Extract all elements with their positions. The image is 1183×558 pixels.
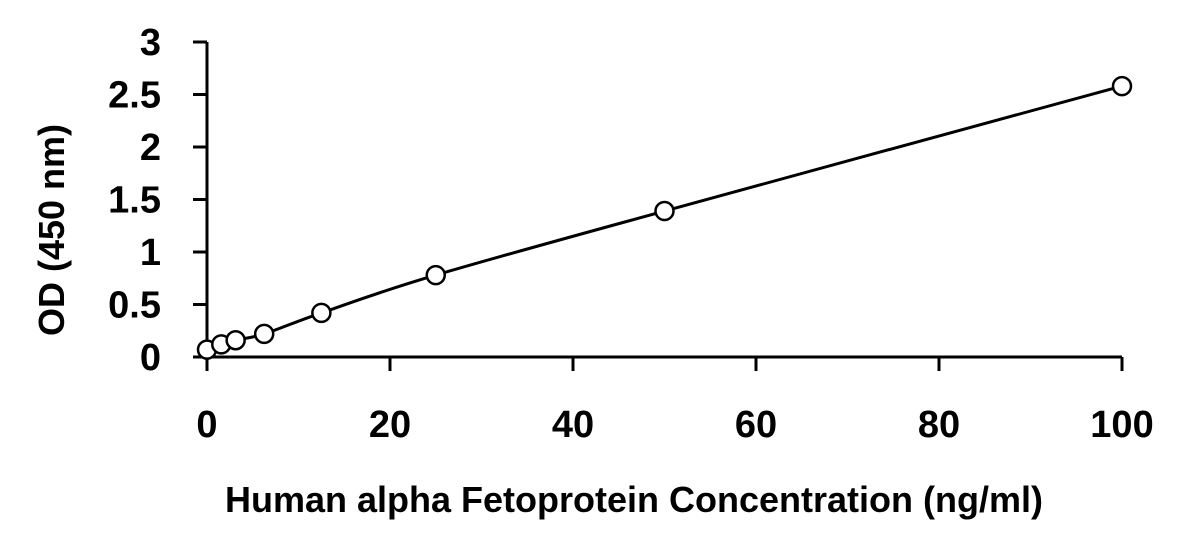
y-tick-label: 0.5 (108, 285, 161, 327)
ticks: 0 0.5 1 1.5 2 2.5 3 0 20 40 60 80 100 (108, 22, 1154, 446)
data-point (311, 302, 332, 324)
x-tick-label: 0 (196, 404, 217, 446)
y-tick-label: 2 (140, 127, 161, 169)
data-points (196, 75, 1133, 360)
y-tick-label: 3 (140, 22, 161, 64)
data-point (225, 329, 246, 351)
y-tick-label: 1.5 (108, 180, 161, 222)
x-axis-title: Human alpha Fetoprotein Concentration (n… (225, 479, 1043, 520)
data-point (425, 264, 446, 286)
data-point (253, 323, 275, 345)
y-tick-label: 1 (140, 232, 161, 274)
x-tick-label: 40 (552, 404, 594, 446)
axes (205, 42, 1122, 359)
x-tick-label: 60 (735, 404, 777, 446)
y-tick-label: 0 (140, 337, 161, 379)
data-point (1111, 75, 1133, 97)
y-axis-title: OD (450 nm) (31, 124, 72, 336)
y-tick-label: 2.5 (108, 75, 161, 117)
x-tick-label: 20 (369, 404, 411, 446)
x-tick-label: 80 (918, 404, 960, 446)
data-point (654, 200, 675, 222)
x-tick-label: 100 (1090, 404, 1153, 446)
